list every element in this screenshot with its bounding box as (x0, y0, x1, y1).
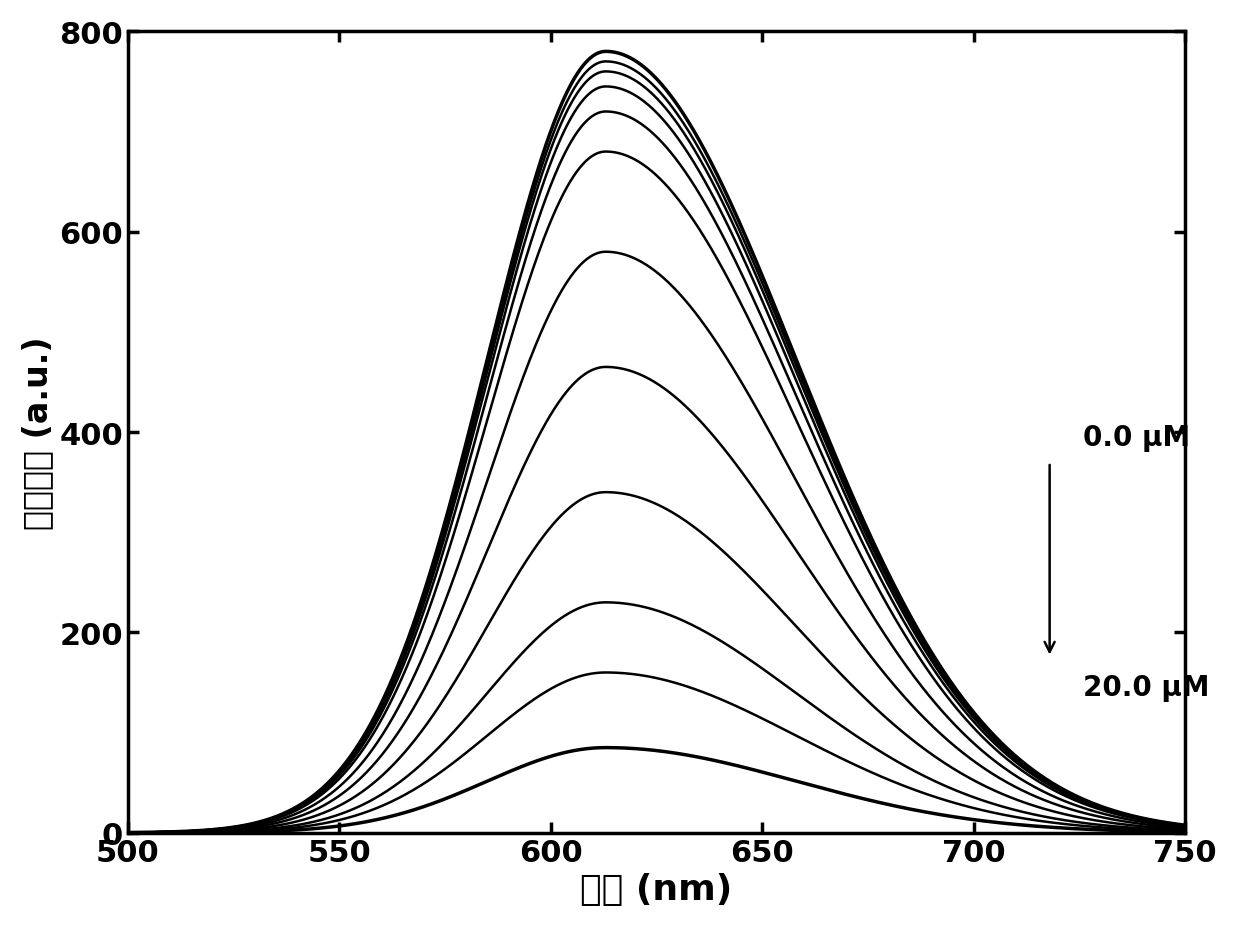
Text: 20.0 μM: 20.0 μM (1084, 674, 1210, 702)
Text: 0.0 μM: 0.0 μM (1084, 424, 1190, 451)
X-axis label: 波长 (nm): 波长 (nm) (580, 872, 733, 907)
Y-axis label: 荧光强度 (a.u.): 荧光强度 (a.u.) (21, 336, 53, 529)
